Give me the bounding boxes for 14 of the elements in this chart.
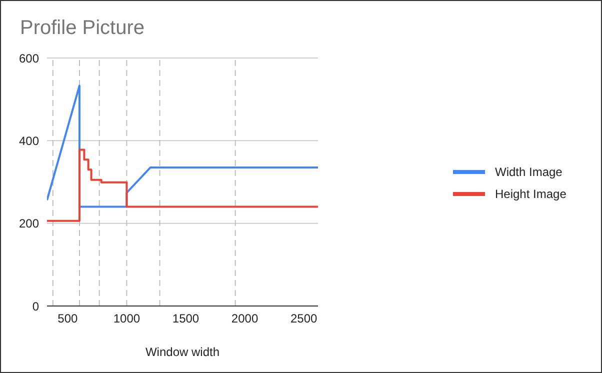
y-tick-label: 400 [18,134,40,148]
x-tick-label: 2000 [231,312,258,326]
y-tick-label: 600 [18,51,40,66]
x-tick-label: 2500 [290,312,318,326]
y-tick-label: 0 [32,299,40,314]
chart-title: Profile Picture [20,17,144,40]
x-tick-label: 1000 [113,312,140,326]
x-axis-title: Window width [145,345,220,359]
line-series [47,148,318,222]
x-tick-label: 1500 [172,312,200,326]
legend-label: Height Image [495,186,566,200]
x-tick-label: 500 [58,312,78,326]
legend-label: Width Image [495,164,562,178]
y-tick-label: 200 [18,216,40,231]
